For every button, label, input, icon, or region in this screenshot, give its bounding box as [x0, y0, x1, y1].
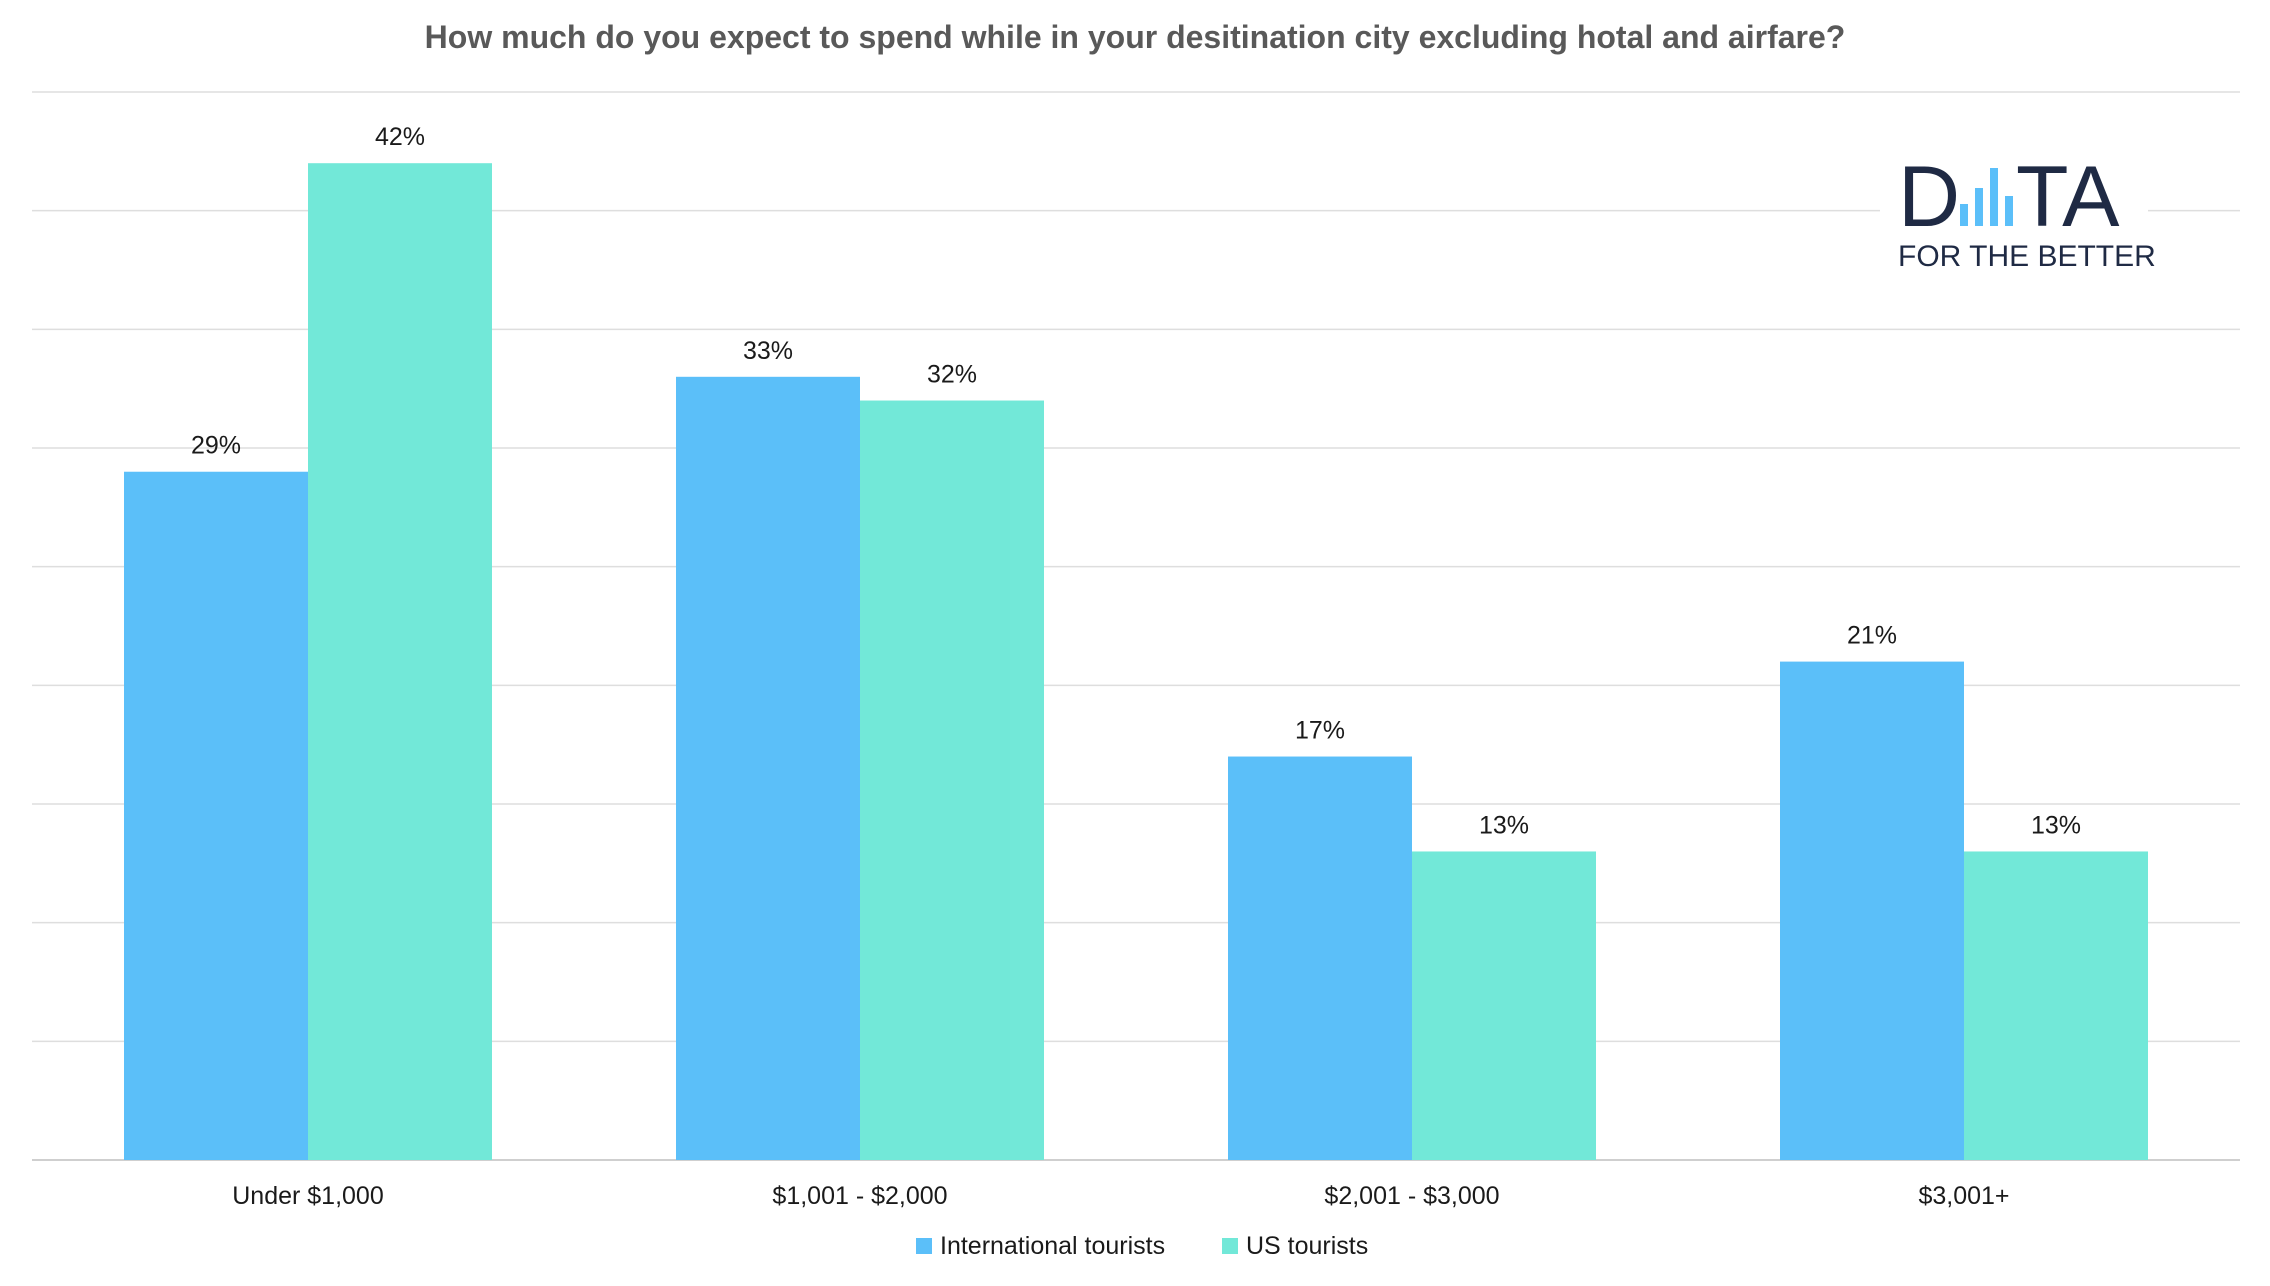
data-label: 17%: [1295, 717, 1345, 745]
category-label: $1,001 - $2,000: [772, 1182, 947, 1210]
data-label: 32%: [927, 361, 977, 389]
data-label: 21%: [1847, 622, 1897, 650]
logo-bar: [1975, 188, 1983, 226]
legend-label: International tourists: [940, 1232, 1165, 1260]
bars: [124, 163, 2148, 1160]
bar: [1964, 851, 2148, 1160]
category-label: Under $1,000: [232, 1182, 384, 1210]
data-label: 13%: [2031, 811, 2081, 839]
logo-bar: [2005, 196, 2013, 226]
logo-bars-icon: [1960, 168, 2013, 226]
logo-bar: [1990, 168, 1998, 226]
logo-background: [1880, 150, 2148, 280]
category-labels: Under $1,000 $1,001 - $2,000 $2,001 - $3,0…: [232, 1182, 2009, 1210]
logo-letter-d: D: [1898, 149, 1960, 245]
logo-letters-ta: TA: [2016, 149, 2120, 245]
data-label: 29%: [191, 432, 241, 460]
data-labels: 29% 42% 33% 32% 17% 13% 21% 13%: [191, 123, 2081, 839]
bar: [1228, 756, 1412, 1160]
logo-bar: [1960, 204, 1968, 226]
data-for-the-better-logo: D TA FOR THE BETTER: [1880, 149, 2156, 280]
bar: [308, 163, 492, 1160]
category-label: $2,001 - $3,000: [1324, 1182, 1499, 1210]
bar: [676, 376, 860, 1160]
bar: [1780, 661, 1964, 1160]
legend-swatch: [916, 1238, 932, 1254]
data-label: 42%: [375, 123, 425, 151]
chart-title: How much do you expect to spend while in…: [425, 19, 1846, 55]
bar: [124, 471, 308, 1160]
logo-tagline: FOR THE BETTER: [1898, 240, 2156, 273]
legend-swatch: [1222, 1238, 1238, 1254]
bar: [860, 400, 1044, 1160]
bar: [1412, 851, 1596, 1160]
category-label: $3,001+: [1918, 1182, 2009, 1210]
legend-label: US tourists: [1246, 1232, 1368, 1260]
data-label: 13%: [1479, 811, 1529, 839]
data-label: 33%: [743, 337, 793, 365]
legend: International tourists US tourists: [916, 1232, 1368, 1260]
